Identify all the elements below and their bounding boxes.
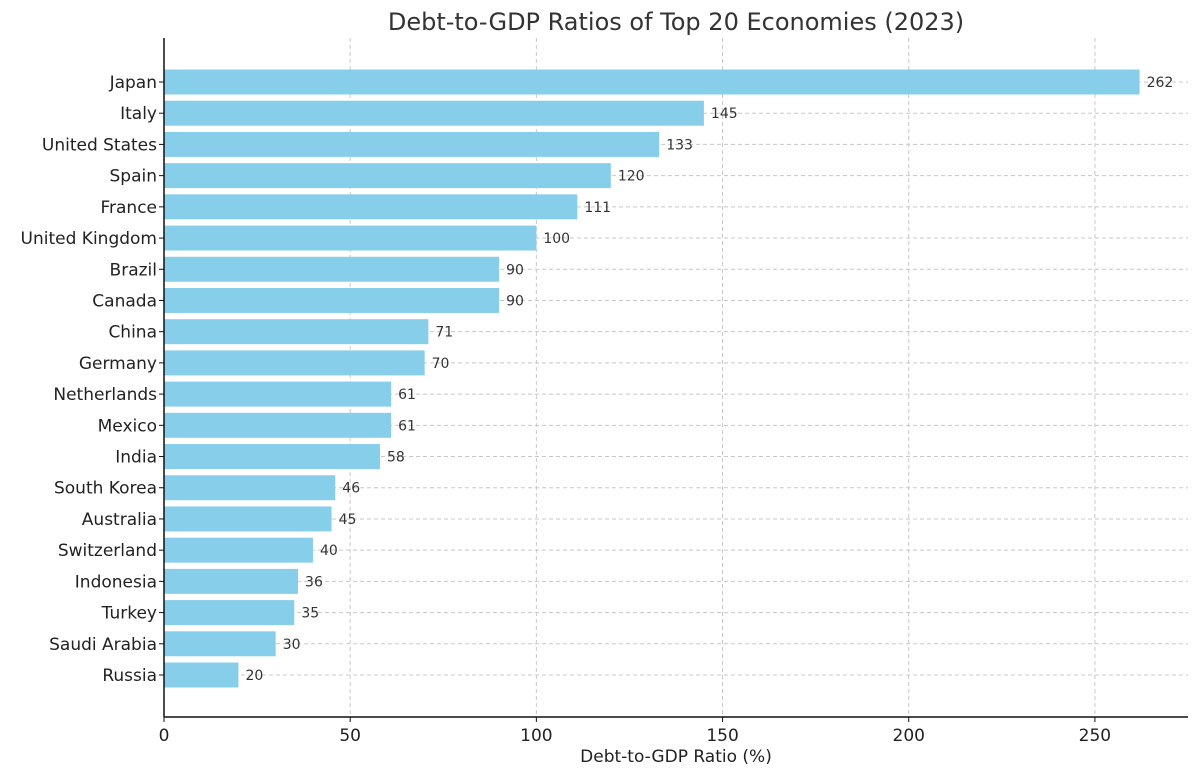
bar (164, 600, 295, 626)
bar-data-label: 45 (339, 512, 357, 528)
bar-data-label: 71 (435, 325, 453, 341)
y-tick-label: China (108, 323, 157, 343)
x-tick-label: 50 (339, 726, 361, 746)
bar (164, 568, 299, 594)
y-tick-label: Brazil (110, 260, 157, 280)
y-tick-label: Turkey (101, 604, 157, 624)
bar (164, 381, 392, 407)
bar-data-label: 35 (301, 606, 319, 622)
bar (164, 287, 500, 313)
axes-layer (163, 38, 1188, 718)
x-tick-label: 250 (1079, 726, 1111, 746)
bar (164, 506, 332, 532)
y-tick-label: Switzerland (58, 541, 157, 561)
y-tick-label: India (115, 448, 157, 468)
bar (164, 475, 336, 501)
y-tick-label: United States (42, 135, 157, 155)
bar (164, 100, 704, 126)
x-tick-label: 200 (893, 726, 925, 746)
bar-data-label: 145 (711, 106, 738, 122)
bar-data-label: 262 (1147, 75, 1174, 91)
bar (164, 256, 500, 282)
bar-data-label: 30 (283, 637, 301, 653)
y-tick-label: Japan (109, 73, 157, 93)
y-tick-label: United Kingdom (21, 229, 157, 249)
bar-data-label: 70 (432, 356, 450, 372)
y-tick-label: South Korea (54, 479, 157, 499)
y-tick-label: Netherlands (53, 385, 157, 405)
bar (164, 631, 276, 657)
bar-data-label: 100 (543, 231, 570, 247)
bar-data-label: 46 (342, 481, 360, 497)
x-tick-label: 100 (520, 726, 552, 746)
bar (164, 225, 537, 251)
bar-data-label: 36 (305, 574, 323, 590)
bar-data-label: 90 (506, 293, 524, 309)
bar-data-label: 20 (245, 668, 263, 684)
bar-data-label: 58 (387, 450, 405, 466)
y-tick-label: Australia (82, 510, 157, 530)
bar (164, 194, 578, 220)
bar-data-label: 61 (398, 418, 416, 434)
bar (164, 319, 429, 345)
y-tick-label: Mexico (98, 416, 157, 436)
y-tick-labels: Japan Italy United States Spain France United… (21, 73, 164, 686)
y-tick-label: Russia (102, 666, 157, 686)
x-tick-label: 0 (159, 726, 170, 746)
y-tick-label: Saudi Arabia (49, 635, 157, 655)
bar (164, 412, 392, 438)
bar-data-label: 40 (320, 543, 338, 559)
y-tick-label: Germany (79, 354, 157, 374)
bar-data-label: 111 (584, 200, 611, 216)
y-tick-label: France (100, 198, 157, 218)
bar-data-label: 90 (506, 262, 524, 278)
bar (164, 163, 611, 189)
x-axis-label: Debt-to-GDP Ratio (%) (580, 747, 772, 767)
x-tick-labels: 0 50 100 150 200 250 (159, 717, 1111, 746)
bar-data-label: 120 (618, 169, 645, 185)
bars-layer (164, 69, 1140, 688)
bar (164, 350, 425, 376)
y-tick-label: Spain (110, 167, 158, 187)
bar (164, 444, 380, 470)
bar-data-label: 133 (666, 137, 693, 153)
bar (164, 131, 660, 157)
bar (164, 537, 313, 563)
y-tick-label: Canada (92, 291, 157, 311)
bar (164, 69, 1140, 95)
x-tick-label: 150 (706, 726, 738, 746)
bar-data-label: 61 (398, 387, 416, 403)
chart-title: Debt-to-GDP Ratios of Top 20 Economies (… (388, 8, 964, 36)
bar (164, 662, 239, 688)
y-tick-label: Indonesia (75, 572, 157, 592)
y-tick-label: Italy (120, 104, 157, 124)
